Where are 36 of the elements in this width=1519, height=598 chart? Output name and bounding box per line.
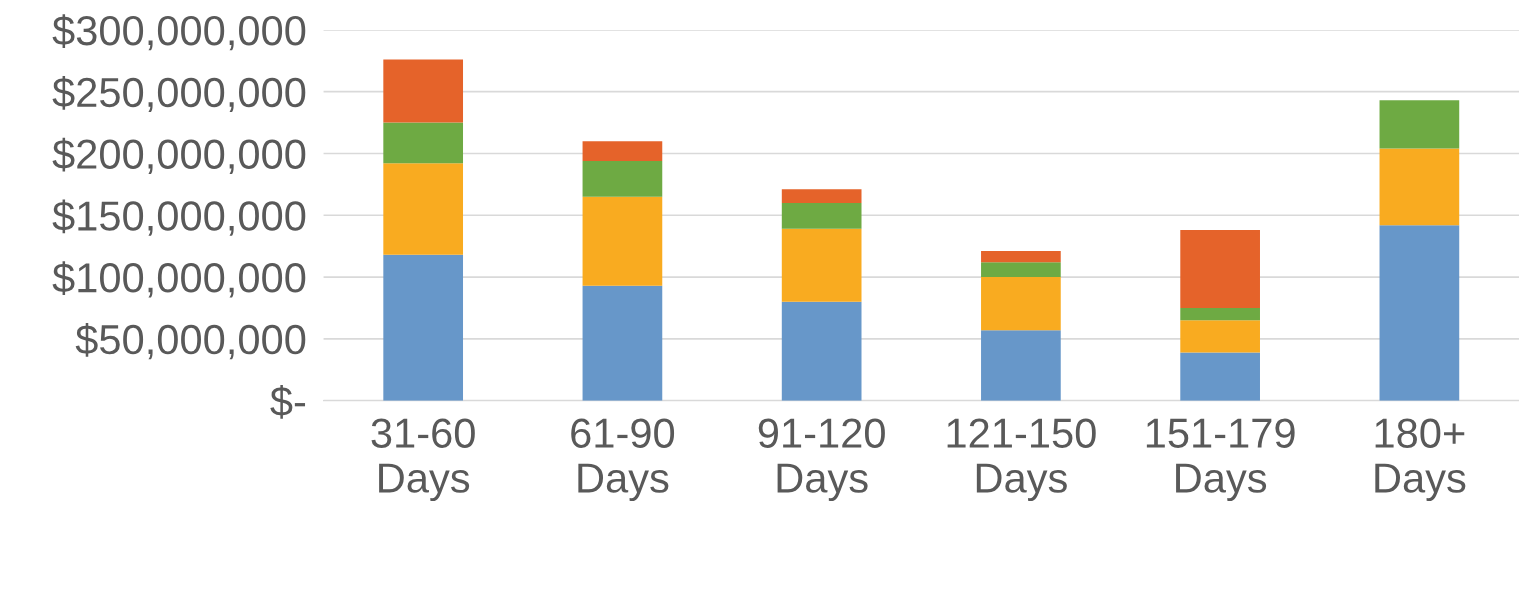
bar (981, 330, 1061, 401)
y-tick-label: $200,000,000 (52, 137, 306, 174)
bar (383, 163, 464, 255)
x-tick-label: 121-150 Days (947, 418, 1096, 502)
bar (582, 285, 663, 401)
bar (383, 59, 464, 123)
bar (981, 251, 1061, 263)
bar (1180, 320, 1260, 353)
bar (1180, 230, 1260, 308)
x-tick-label: 151-179 Days (1146, 418, 1295, 502)
y-tick-label: $50,000,000 (75, 323, 306, 360)
y-tick-label: $- (270, 384, 306, 419)
bar (781, 301, 862, 401)
y-tick-label: $150,000,000 (52, 199, 306, 236)
bar (1379, 148, 1460, 226)
bar (582, 160, 663, 197)
bar (383, 122, 464, 164)
bar (981, 277, 1061, 331)
bar (383, 254, 464, 401)
x-tick-label: 180+ Days (1375, 418, 1466, 502)
y-tick-label: $300,000,000 (52, 14, 306, 51)
bar (1180, 307, 1260, 321)
y-tick-label: $100,000,000 (52, 261, 306, 298)
y-tick-label: $250,000,000 (52, 75, 306, 113)
bar (1379, 100, 1460, 149)
bar (582, 141, 663, 161)
bar (1180, 352, 1260, 401)
x-tick-label: 61-90 Days (571, 418, 675, 502)
bar (582, 196, 663, 286)
bar (1379, 225, 1460, 401)
bar (781, 228, 862, 302)
bar (981, 262, 1061, 278)
x-tick-label: 31-60 Days (371, 418, 475, 502)
bar (781, 189, 862, 203)
bar (781, 202, 862, 229)
x-tick-label: 91-120 Days (758, 418, 885, 502)
